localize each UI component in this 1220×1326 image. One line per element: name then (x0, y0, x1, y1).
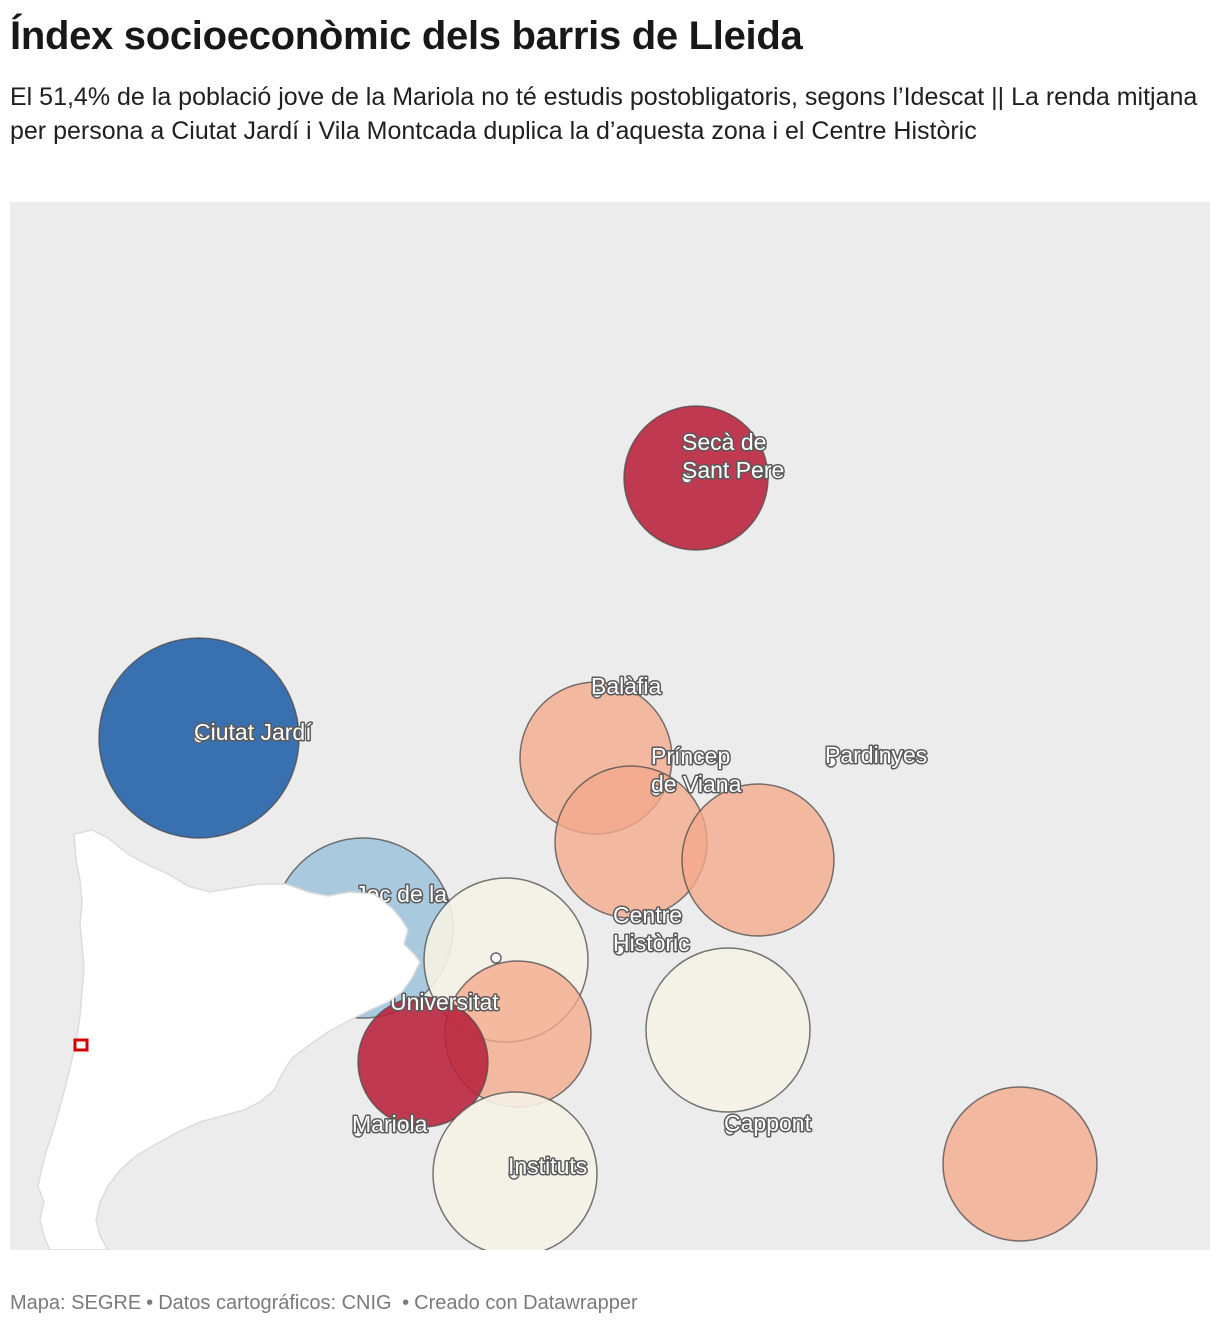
separator-dot: • (396, 1292, 410, 1314)
location-dot-seca-de-sant-pere (681, 472, 693, 484)
label-mariola: Mariola (352, 1111, 428, 1137)
separator-dot: • (146, 1292, 154, 1314)
label-seca-de-sant-pere: Secà de Sant Pere (682, 429, 784, 483)
label-pardinyes: Pardinyes (825, 742, 927, 768)
location-dot-centre-historic (613, 944, 625, 956)
label-centre-historic: Centre Històric (613, 902, 690, 956)
location-dot-instituts (508, 1168, 520, 1180)
location-dot-mariola (352, 1126, 364, 1138)
label-balafia: Balàfia (591, 673, 662, 699)
label-princep-de-viana: Príncep de Viana (651, 743, 742, 797)
location-dot-princep-de-viana (650, 785, 662, 797)
location-dot-ciutat-jardi (193, 732, 205, 744)
location-square-icon (73, 1038, 89, 1052)
catalonia-outline-icon (37, 829, 421, 1250)
page-subtitle: El 51,4% de la població jove de la Mario… (10, 83, 1198, 145)
footer-credits: Mapa: SEGRE • Datos cartográficos: CNIG • C… (10, 1290, 1210, 1316)
label-cappont: Cappont (724, 1110, 812, 1136)
inset-locator-map (37, 829, 421, 1250)
page-title: Índex socioeconòmic dels barris de Lleid… (10, 14, 803, 58)
label-instituts: Instituts (508, 1153, 587, 1179)
tool-credit[interactable]: Creado con Datawrapper (414, 1292, 638, 1314)
map-canvas[interactable]: Secà de Sant Pere Balàfia Príncep de Viana Pa… (10, 202, 1210, 1250)
location-dot-balafia (591, 687, 603, 699)
bubble-pardinyes[interactable] (681, 783, 835, 937)
bubble-mariola[interactable] (357, 996, 489, 1128)
map-credit: Mapa: SEGRE (10, 1292, 142, 1314)
map-area[interactable]: Secà de Sant Pere Balàfia Príncep de Viana Pa… (10, 202, 1210, 1250)
location-dot-universitat (490, 952, 502, 964)
label-ciutat-jardi: Ciutat Jardí (194, 719, 312, 745)
data-credit: Datos cartográficos: CNIG (158, 1292, 392, 1314)
label-universitat: Universitat (390, 989, 499, 1015)
bubble-cappont[interactable] (645, 947, 811, 1113)
bubble-unlabeled-12[interactable] (942, 1086, 1098, 1242)
location-dot-cappont (724, 1124, 736, 1136)
bubble-seca-de-sant-pere[interactable] (623, 405, 769, 551)
location-dot-pardinyes (825, 756, 837, 768)
